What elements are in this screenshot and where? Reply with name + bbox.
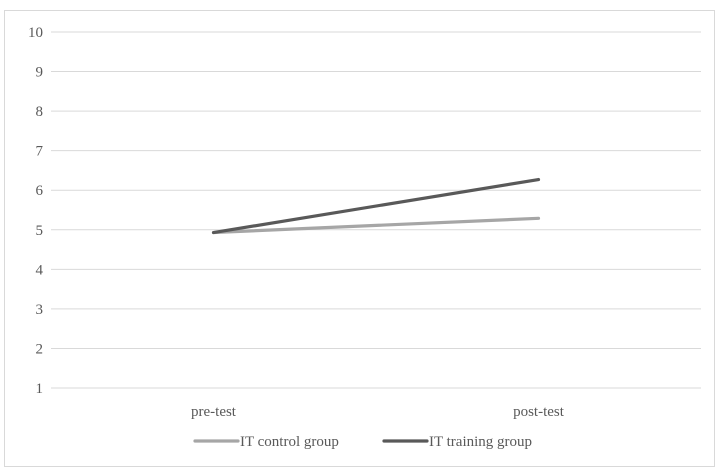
y-tick-label-1: 1 — [36, 381, 44, 397]
y-tick-label-7: 7 — [36, 144, 44, 160]
series-lines — [211, 177, 541, 235]
x-axis-tick-labels: pre-test post-test — [191, 404, 565, 420]
series-line-1 — [211, 216, 541, 235]
legend: IT control group IT training group — [193, 434, 532, 450]
legend-label-1: IT control group — [240, 434, 339, 450]
x-tick-label-pre-test: pre-test — [191, 404, 237, 420]
y-axis-tick-labels: 1 2 3 4 5 6 7 8 9 10 — [28, 25, 44, 397]
y-tick-label-3: 3 — [36, 302, 44, 318]
y-tick-label-6: 6 — [36, 183, 44, 199]
x-tick-label-post-test: post-test — [513, 404, 565, 420]
series-line-2 — [211, 177, 541, 235]
y-tick-label-9: 9 — [36, 65, 44, 81]
y-tick-label-5: 5 — [36, 223, 44, 239]
y-tick-label-2: 2 — [36, 341, 44, 357]
y-tick-label-4: 4 — [36, 262, 44, 278]
y-tick-label-8: 8 — [36, 104, 44, 120]
gridlines — [51, 31, 701, 389]
y-tick-label-10: 10 — [28, 25, 43, 41]
chart-frame: 1 2 3 4 5 6 7 8 9 10 pre-test post-test IT control… — [4, 10, 715, 467]
line-chart: 1 2 3 4 5 6 7 8 9 10 pre-test post-test IT control… — [28, 25, 701, 450]
legend-label-2: IT training group — [429, 434, 532, 450]
